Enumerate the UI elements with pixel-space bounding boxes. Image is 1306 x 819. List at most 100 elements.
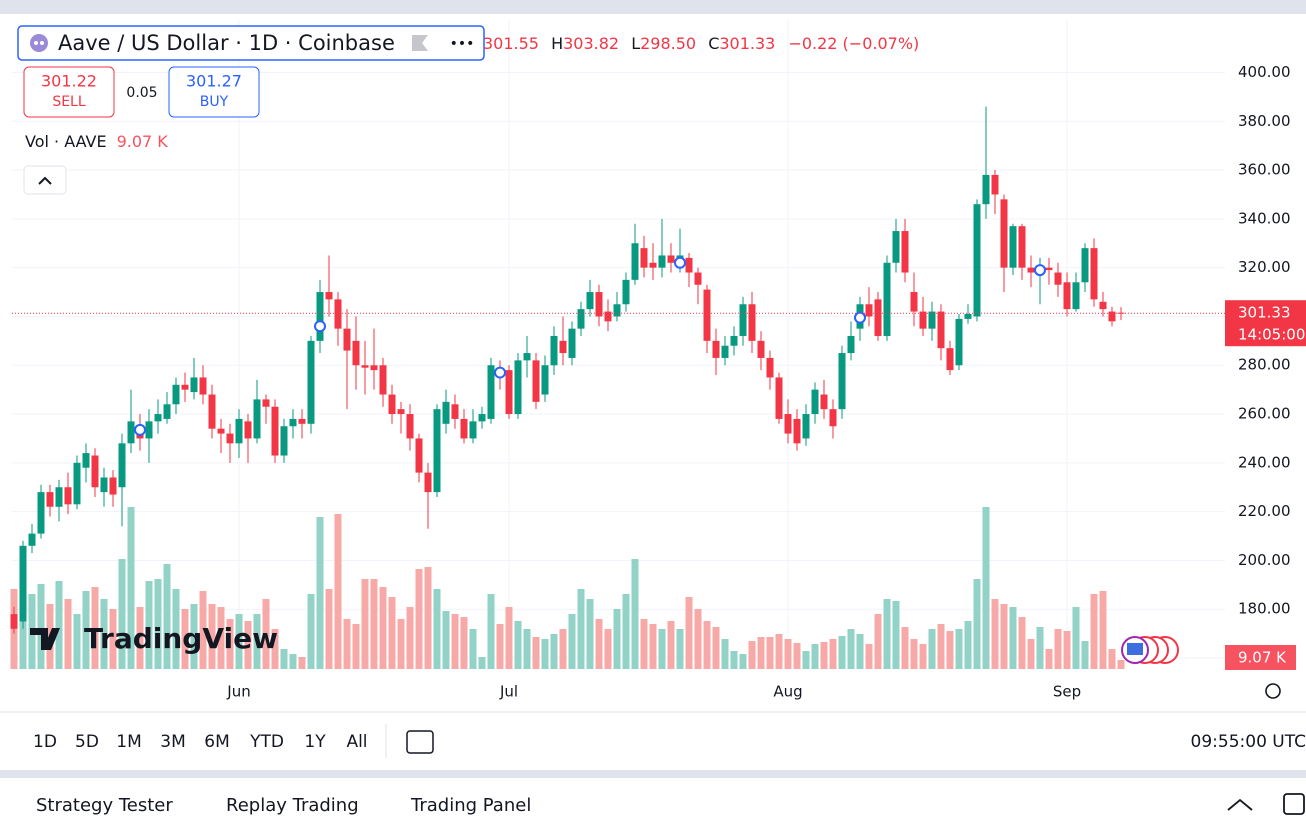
volume-bar [1090,594,1098,669]
volume-bar [838,636,846,669]
candle-body [469,421,477,439]
volume-bar [973,579,981,669]
candle-body [271,406,279,456]
settings-icon[interactable] [1265,683,1281,699]
volume-bar [1036,627,1044,669]
bottom-tabs: Strategy Tester Replay Trading Trading Pan… [36,795,531,816]
volume-bar [892,601,900,669]
candle-body [325,292,333,300]
volume-bar [352,624,360,669]
volume-bar [550,634,558,669]
range-button[interactable]: YTD [249,732,284,752]
candle-body [757,340,765,358]
candle-body [649,262,657,268]
candle-body [685,257,693,273]
candle-body [388,394,396,415]
range-button[interactable]: All [346,732,367,752]
idea-marker [1034,264,1046,277]
candle-body [721,345,729,358]
low-value: 298.50 [640,34,696,53]
more-button[interactable]: ••• [450,36,475,52]
candle-body [793,418,801,444]
volume-bar [307,594,315,669]
buy-price: 301.27 [186,72,242,91]
candle-body [892,231,900,263]
volume-bar [766,637,774,669]
volume-bar [613,609,621,669]
candle-body [1090,248,1098,300]
candle-body [595,292,603,317]
y-tick-label: 320.00 [1238,258,1291,276]
candle-body [694,272,702,285]
volume-bar [289,654,297,669]
countdown-label: 14:05:00 [1238,326,1305,344]
volume-bar [1063,631,1071,669]
buy-button[interactable] [168,66,260,118]
x-tick-label: Aug [773,683,802,701]
candle-body [964,314,972,319]
volume-tag [1225,645,1296,670]
candle-body [199,377,207,395]
candle-body [1099,301,1107,310]
volume-bar [775,634,783,669]
x-tick-label: Jul [499,683,518,701]
flag-icon[interactable] [412,35,428,51]
panel-tab[interactable]: Replay Trading [226,795,359,816]
candle-body [307,340,315,424]
volume-layer [10,507,1125,669]
volume-bar [523,629,531,669]
candle-body [352,340,360,366]
candle-body [991,174,999,195]
collapse-button[interactable] [23,165,67,195]
y-tick-label: 200.00 [1238,551,1291,569]
volume-bar [847,629,855,669]
range-button[interactable]: 5D [75,732,99,752]
range-button[interactable]: 6M [204,732,229,752]
date-range-icon[interactable] [406,730,434,754]
volume-bar [190,604,198,669]
candle-body [262,399,270,407]
symbol-box[interactable] [17,25,485,61]
candle-body [550,335,558,366]
candle-body [163,404,171,419]
candle-body [235,418,243,444]
range-button[interactable]: 3M [160,732,185,752]
volume-bar [370,579,378,669]
volume-bar [685,597,693,669]
range-button[interactable]: 1Y [304,732,326,752]
candle-body [370,365,378,371]
volume-bar [811,644,819,669]
volume-bar [343,619,351,669]
candle-body [505,370,513,415]
volume-bar [730,651,738,669]
volume-bar [1018,617,1026,669]
volume-bar [316,517,324,669]
volume-bar [1099,591,1107,669]
sell-button[interactable] [23,66,115,118]
panel-tab[interactable]: Trading Panel [410,795,531,816]
candle-body [577,309,585,329]
candle-body [100,477,108,493]
volume-bar [631,559,639,669]
candle-body [928,311,936,329]
symbol-title: Aave / US Dollar · 1D · Coinbase [58,31,395,55]
bottom-panel [0,778,1306,819]
volume-bar [874,614,882,669]
maximize-icon[interactable] [1283,793,1305,815]
volume-name: Vol · AAVE [25,132,107,151]
volume-bar [946,631,954,669]
volume-bar [460,617,468,669]
candle-body [46,492,54,507]
candle-body [775,377,783,419]
panel-toggle[interactable] [1227,798,1253,811]
candle-body [190,377,198,393]
candle-body [64,487,72,505]
candle-body [802,414,810,439]
range-button[interactable]: 1D [33,732,57,752]
y-tick-label: 260.00 [1238,405,1291,423]
panel-tab[interactable]: Strategy Tester [36,795,173,816]
candle-body [415,438,423,473]
range-button[interactable]: 1M [116,732,141,752]
volume-bar [712,627,720,669]
